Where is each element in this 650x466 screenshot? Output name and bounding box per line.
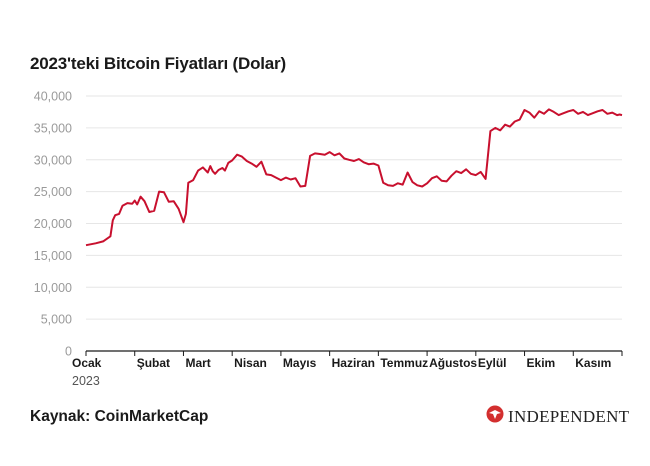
x-tick-label: Şubat <box>137 356 170 370</box>
y-axis-ticks: 0 5,000 10,000 15,000 20,000 25,000 30,000 35,0… <box>34 90 72 359</box>
logo-text: INDEPENDENT <box>508 406 630 426</box>
x-tick-label: Nisan <box>234 356 267 370</box>
y-tick-label: 40,000 <box>34 90 72 104</box>
y-tick-label: 5,000 <box>41 313 72 327</box>
x-tick-label: Mart <box>185 356 210 370</box>
series-line-bitcoin <box>85 108 623 247</box>
x-tick-label: Haziran <box>332 356 375 370</box>
x-tick-label: Ekim <box>527 356 556 370</box>
x-tick-label: Temmuz <box>380 356 428 370</box>
x-tick-label: Ağustos <box>429 356 477 370</box>
x-tick-label: Kasım <box>575 356 611 370</box>
x-tick-label: Ocak <box>72 356 102 370</box>
x-tick-label: Eylül <box>478 356 507 370</box>
chart-title: 2023'teki Bitcoin Fiyatları (Dolar) <box>30 54 286 73</box>
y-tick-label: 25,000 <box>34 185 72 199</box>
independent-logo[interactable]: INDEPENDENT <box>486 405 629 428</box>
x-tick-label: Mayıs <box>283 356 317 370</box>
y-tick-label: 30,000 <box>34 153 72 167</box>
year-label: 2023 <box>72 374 100 388</box>
y-tick-label: 20,000 <box>34 217 72 231</box>
grid-lines <box>86 95 622 352</box>
y-tick-label: 15,000 <box>34 249 72 263</box>
y-tick-label: 35,000 <box>34 121 72 135</box>
x-axis-ticks: Ocak Şubat Mart Nisan Mayıs Haziran Temmuz Ağus… <box>72 351 623 370</box>
y-tick-label: 10,000 <box>34 281 72 295</box>
y-tick-label: 0 <box>65 345 72 359</box>
eagle-icon <box>486 405 504 428</box>
source-label: Kaynak: CoinMarketCap <box>30 408 209 425</box>
